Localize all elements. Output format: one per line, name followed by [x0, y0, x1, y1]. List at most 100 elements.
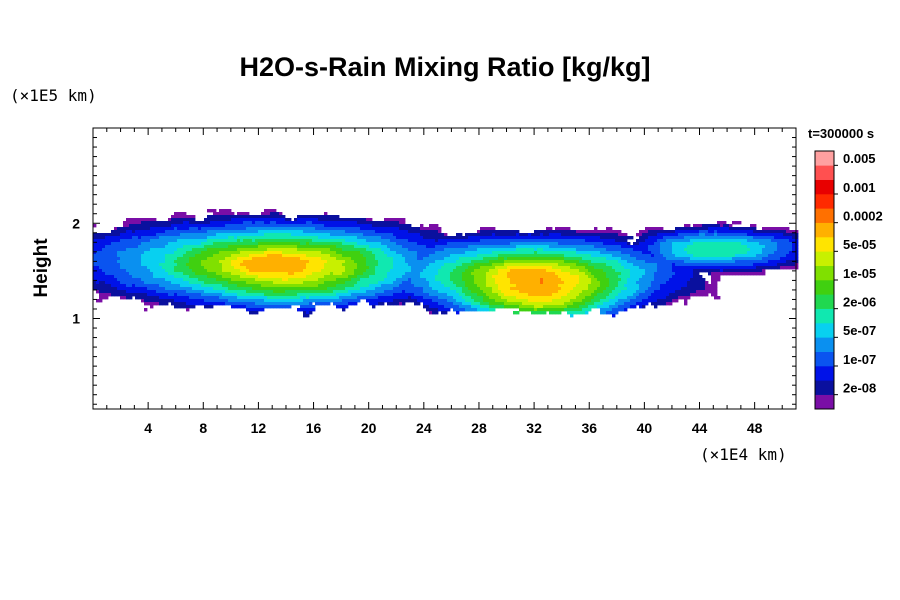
- field-cell: [189, 284, 193, 288]
- field-cell: [189, 281, 193, 285]
- field-cell: [138, 236, 142, 240]
- field-cell: [753, 260, 757, 264]
- field-cell: [258, 251, 262, 255]
- field-cell: [543, 281, 547, 285]
- field-cell: [708, 263, 712, 267]
- field-cell: [231, 287, 235, 291]
- field-cell: [552, 236, 556, 240]
- field-cell: [114, 242, 118, 246]
- field-cell: [762, 227, 766, 231]
- field-cell: [315, 236, 319, 240]
- field-cell: [684, 263, 688, 267]
- field-cell: [477, 242, 481, 246]
- field-cell: [507, 236, 511, 240]
- field-cell: [192, 275, 196, 279]
- field-cell: [495, 257, 499, 261]
- field-cell: [228, 242, 232, 246]
- field-cell: [540, 263, 544, 267]
- field-cell: [615, 236, 619, 240]
- field-cell: [117, 230, 121, 234]
- field-cell: [483, 266, 487, 270]
- field-cell: [738, 251, 742, 255]
- field-cell: [750, 269, 754, 273]
- field-cell: [360, 254, 364, 258]
- field-cell: [585, 233, 589, 237]
- field-cell: [489, 275, 493, 279]
- field-cell: [237, 263, 241, 267]
- field-cell: [516, 269, 520, 273]
- field-cell: [420, 284, 424, 288]
- field-cell: [174, 224, 178, 228]
- field-cell: [399, 218, 403, 222]
- field-cell: [696, 266, 700, 270]
- field-cell: [600, 239, 604, 243]
- field-cell: [132, 281, 136, 285]
- field-cell: [438, 248, 442, 252]
- field-cell: [783, 242, 787, 246]
- field-cell: [240, 260, 244, 264]
- field-cell: [621, 275, 625, 279]
- field-cell: [105, 254, 109, 258]
- field-cell: [177, 230, 181, 234]
- field-cell: [207, 275, 211, 279]
- field-cell: [291, 263, 295, 267]
- field-cell: [348, 227, 352, 231]
- field-cell: [636, 245, 640, 249]
- field-cell: [435, 266, 439, 270]
- field-cell: [558, 239, 562, 243]
- field-cell: [267, 239, 271, 243]
- field-cell: [369, 218, 373, 222]
- field-cell: [483, 251, 487, 255]
- field-cell: [387, 275, 391, 279]
- field-cell: [399, 257, 403, 261]
- field-cell: [489, 257, 493, 261]
- field-cell: [315, 281, 319, 285]
- field-cell: [528, 263, 532, 267]
- field-cell: [570, 263, 574, 267]
- field-cell: [714, 263, 718, 267]
- field-cell: [129, 260, 133, 264]
- field-cell: [660, 269, 664, 273]
- field-cell: [540, 284, 544, 288]
- field-cell: [477, 236, 481, 240]
- field-cell: [282, 281, 286, 285]
- field-cell: [615, 278, 619, 282]
- field-cell: [216, 281, 220, 285]
- field-cell: [225, 218, 229, 222]
- field-cell: [195, 281, 199, 285]
- field-cell: [645, 278, 649, 282]
- field-cell: [648, 260, 652, 264]
- field-cell: [417, 281, 421, 285]
- field-cell: [348, 275, 352, 279]
- field-cell: [396, 254, 400, 258]
- field-cell: [219, 236, 223, 240]
- field-cell: [378, 236, 382, 240]
- field-cell: [615, 257, 619, 261]
- field-cell: [486, 227, 490, 231]
- field-cell: [126, 242, 130, 246]
- field-cell: [351, 242, 355, 246]
- field-cell: [270, 266, 274, 270]
- field-cell: [519, 275, 523, 279]
- field-cell: [216, 257, 220, 261]
- field-cell: [216, 221, 220, 225]
- field-cell: [468, 263, 472, 267]
- field-cell: [333, 242, 337, 246]
- field-cell: [603, 254, 607, 258]
- field-cell: [198, 281, 202, 285]
- field-cell: [264, 230, 268, 234]
- field-cell: [543, 263, 547, 267]
- field-cell: [345, 260, 349, 264]
- field-cell: [249, 284, 253, 288]
- field-cell: [312, 257, 316, 261]
- field-cell: [321, 257, 325, 261]
- field-cell: [309, 278, 313, 282]
- field-cell: [702, 224, 706, 228]
- field-cell: [597, 260, 601, 264]
- field-cell: [483, 272, 487, 276]
- field-cell: [378, 284, 382, 288]
- field-cell: [672, 236, 676, 240]
- field-cell: [144, 287, 148, 291]
- field-cell: [657, 275, 661, 279]
- field-cell: [186, 239, 190, 243]
